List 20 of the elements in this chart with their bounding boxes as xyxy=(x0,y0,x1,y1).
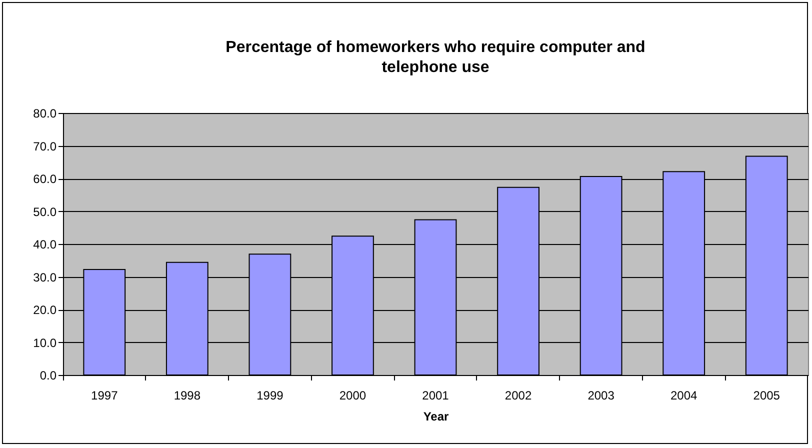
x-tick-label: 2003 xyxy=(588,388,615,402)
y-tick-label: 30.0 xyxy=(33,270,57,284)
y-tick-label: 20.0 xyxy=(33,303,57,317)
y-tick-label: 60.0 xyxy=(33,172,57,186)
x-tick-label: 2005 xyxy=(753,388,780,402)
x-tick-label: 1997 xyxy=(91,388,118,402)
chart-title: Percentage of homeworkers who require computer and telephone use xyxy=(226,39,646,76)
y-tick-label: 0.0 xyxy=(40,368,57,382)
x-tick-label: 2002 xyxy=(504,388,532,402)
y-tick-label: 50.0 xyxy=(33,204,57,219)
x-axis-title: Year xyxy=(423,410,450,424)
y-tick-label: 80.0 xyxy=(33,106,57,120)
y-tick-label: 10.0 xyxy=(33,336,57,350)
y-tick-label: 40.0 xyxy=(33,238,57,252)
x-tick-label: 2001 xyxy=(422,388,450,402)
y-tick-label: 70.0 xyxy=(33,139,57,154)
x-tick-label: 1999 xyxy=(256,388,284,402)
x-tick-label: 2004 xyxy=(670,388,698,402)
x-tick-label: 1998 xyxy=(174,388,201,402)
x-tick-label: 2000 xyxy=(339,388,366,402)
